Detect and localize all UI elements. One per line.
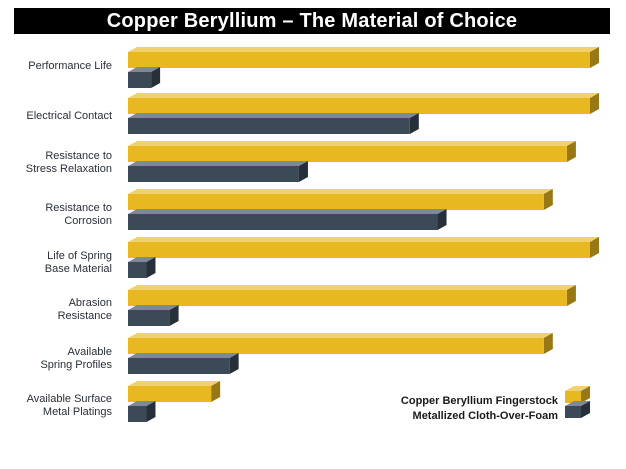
bar-metallized-cloth <box>128 401 156 422</box>
bar-copper-beryllium <box>128 189 553 210</box>
bar-copper-beryllium <box>128 333 553 354</box>
bar-metallized-cloth <box>128 305 179 326</box>
legend-swatch-copper <box>565 386 590 403</box>
bar-copper-beryllium <box>128 381 221 402</box>
legend-swatch-cloth <box>565 401 590 418</box>
bar-metallized-cloth <box>128 161 308 182</box>
bar-copper-beryllium <box>128 93 599 114</box>
bar-metallized-cloth <box>128 353 239 374</box>
category-label: Life of Spring Base Material <box>44 250 112 275</box>
category-label: Resistance to Stress Relaxation <box>25 150 112 175</box>
bar-metallized-cloth <box>128 67 161 88</box>
category-label: Available Spring Profiles <box>40 346 112 371</box>
bar-metallized-cloth <box>128 113 419 134</box>
category-label: Electrical Contact <box>26 110 112 122</box>
category-label: Available Surface Metal Platings <box>26 393 112 418</box>
legend-label-copper: Copper Beryllium Fingerstock <box>400 395 558 407</box>
category-label: Performance Life <box>28 60 112 72</box>
legend-label-cloth: Metallized Cloth-Over-Foam <box>412 410 558 422</box>
bar-copper-beryllium <box>128 141 576 162</box>
bar-metallized-cloth <box>128 209 447 230</box>
category-label: Abrasion Resistance <box>57 297 112 322</box>
bar-copper-beryllium <box>128 237 599 258</box>
bar-metallized-cloth <box>128 257 156 278</box>
chart-title: Copper Beryllium – The Material of Choic… <box>14 8 610 34</box>
bar-copper-beryllium <box>128 47 599 68</box>
bar-copper-beryllium <box>128 285 576 306</box>
category-label: Resistance to Corrosion <box>45 202 112 227</box>
